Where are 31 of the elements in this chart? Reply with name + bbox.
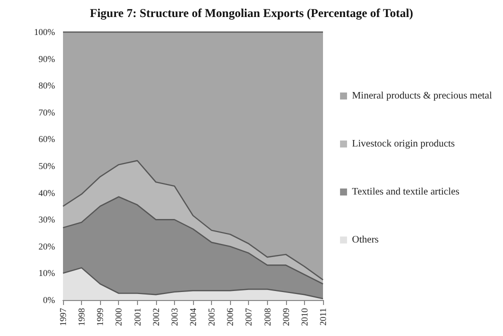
y-tick-label: 80% — [38, 80, 56, 91]
x-tick-label: 2006 — [225, 308, 236, 326]
x-tick-label: 1997 — [58, 308, 68, 326]
x-tick-label: 2002 — [150, 308, 161, 326]
y-tick-label: 70% — [38, 107, 56, 118]
y-tick-label: 50% — [38, 161, 56, 171]
y-tick-label: 90% — [38, 54, 56, 64]
y-tick-label: 100% — [34, 27, 56, 37]
y-tick-label: 0% — [43, 295, 56, 305]
y-tick-label: 30% — [38, 214, 56, 225]
x-tick-label: 2005 — [206, 308, 217, 326]
y-tick-label: 60% — [38, 134, 56, 144]
x-tick-label: 2000 — [114, 308, 124, 326]
x-tick-label: 2010 — [299, 308, 310, 326]
x-tick-label: 1999 — [95, 308, 106, 326]
x-tick-label: 2003 — [169, 308, 180, 326]
legend-label: Livestock origin products — [352, 138, 455, 150]
x-tick-label: 2009 — [280, 308, 291, 326]
legend-label: Textiles and textile articles — [352, 186, 460, 198]
legend-label: Others — [352, 234, 379, 246]
x-tick-label: 2007 — [244, 308, 254, 326]
y-tick-label: 40% — [38, 188, 56, 198]
x-tick-label: 2004 — [188, 308, 198, 326]
x-tick-label: 1998 — [76, 308, 87, 326]
chart-title: Figure 7: Structure of Mongolian Exports (Percentage of Total) — [90, 6, 414, 20]
y-tick-label: 10% — [38, 268, 56, 278]
x-tick-label: 2001 — [132, 308, 142, 326]
legend-label: Mineral products & precious metal — [352, 90, 492, 102]
y-tick-label: 20% — [38, 241, 56, 252]
x-tick-label: 2008 — [262, 308, 272, 326]
x-tick-label: 2011 — [318, 308, 328, 326]
